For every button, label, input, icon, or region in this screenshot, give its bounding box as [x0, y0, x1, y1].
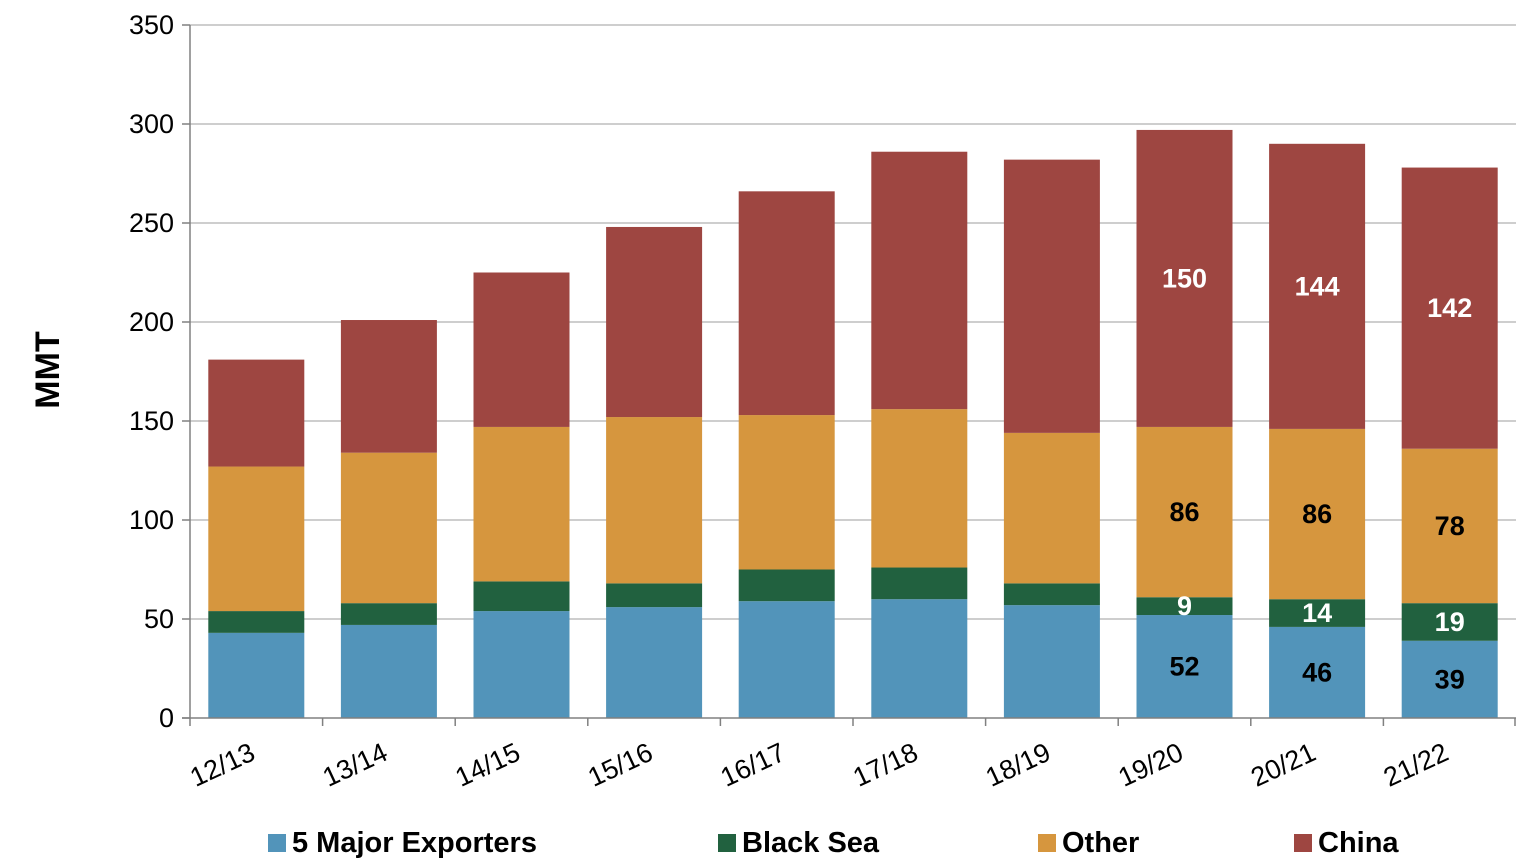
legend-swatch [268, 834, 286, 852]
data-label: 46 [1302, 657, 1332, 687]
legend-swatch [718, 834, 736, 852]
data-label: 150 [1162, 263, 1207, 293]
bar-segment [1136, 597, 1233, 616]
x-axis-ticks: 12/13 13/14 14/15 15/16 16/17 17/18 18/19 19/20… [186, 718, 1516, 793]
bar-segment [738, 569, 835, 602]
data-label: 78 [1435, 511, 1465, 541]
bar-segment [1136, 426, 1233, 598]
bar-segment [1003, 432, 1100, 584]
bar-segment [1136, 129, 1233, 427]
x-tick-label: 14/15 [451, 737, 525, 793]
bars [208, 129, 1498, 718]
data-label: 144 [1295, 271, 1340, 301]
bar-segment [1401, 167, 1498, 449]
legend-label: 5 Major Exporters [292, 827, 537, 859]
bar-segment [1269, 143, 1366, 429]
bar-segment [1269, 626, 1366, 718]
y-tick-label: 100 [129, 505, 174, 535]
bar-segment [473, 426, 570, 582]
y-tick-label: 50 [144, 604, 174, 634]
x-tick-label: 15/16 [583, 737, 657, 793]
axes [182, 25, 1516, 719]
bar-segment [340, 624, 437, 718]
bar-segment [208, 632, 305, 718]
y-tick-label: 350 [129, 10, 174, 40]
bar-segment [738, 415, 835, 570]
x-tick-label: 20/21 [1246, 737, 1320, 793]
bar-segment [606, 583, 703, 608]
legend-swatch [1294, 834, 1312, 852]
legend-label: China [1318, 827, 1399, 859]
legend-swatch [1038, 834, 1056, 852]
data-label: 86 [1169, 497, 1199, 527]
bar-segment [606, 607, 703, 718]
bar-segment [1401, 603, 1498, 641]
legend-label: Other [1062, 827, 1139, 859]
bar-segment [473, 272, 570, 427]
bar-segment [340, 320, 437, 453]
x-tick-label: 16/17 [716, 737, 790, 793]
data-label: 9 [1177, 591, 1192, 621]
bar-segment [208, 611, 305, 633]
data-label: 86 [1302, 499, 1332, 529]
data-label: 142 [1427, 293, 1472, 323]
legend-item: Black Sea [718, 827, 880, 859]
bar-segment [1269, 428, 1366, 600]
y-tick-label: 200 [129, 307, 174, 337]
bar-segment [473, 581, 570, 612]
bar-segment [1401, 640, 1498, 718]
x-tick-label: 21/22 [1379, 737, 1453, 793]
bar-segment [208, 466, 305, 612]
bar-segment [871, 599, 968, 718]
bar-segment [340, 452, 437, 604]
y-tick-label: 300 [129, 109, 174, 139]
bar-segment [738, 191, 835, 416]
bar-segment [606, 226, 703, 418]
legend-item: Other [1038, 827, 1139, 859]
bar-segment [1003, 605, 1100, 718]
data-label: 39 [1435, 664, 1465, 694]
bar-segment [1003, 583, 1100, 606]
data-label: 52 [1169, 652, 1199, 682]
data-label: 19 [1435, 607, 1465, 637]
x-tick-label: 18/19 [981, 737, 1055, 793]
bar-segment [1269, 599, 1366, 627]
y-tick-label: 250 [129, 208, 174, 238]
x-tick-label: 17/18 [849, 737, 923, 793]
data-labels: 52 9 86 150 46 14 86 144 39 19 78 142 [1162, 263, 1472, 694]
y-axis-ticks: 0 50 100 150 200 250 300 350 [129, 10, 190, 733]
bar-segment [340, 603, 437, 625]
legend-item: 5 Major Exporters [268, 827, 537, 859]
bar-segment [1003, 159, 1100, 433]
legend: 5 Major Exporters Black Sea Other China [268, 827, 1399, 859]
bar-segment [871, 151, 968, 410]
bar-segment [208, 359, 305, 467]
legend-item: China [1294, 827, 1399, 859]
data-label: 14 [1302, 598, 1332, 628]
x-tick-label: 19/20 [1114, 737, 1188, 793]
y-tick-label: 0 [159, 703, 174, 733]
bar-segment [473, 611, 570, 718]
bar-segment [738, 601, 835, 718]
bar-segment [1136, 615, 1233, 718]
bar-segment [606, 417, 703, 584]
bar-segment [871, 409, 968, 568]
x-tick-label: 13/14 [318, 737, 392, 793]
bar-segment [871, 567, 968, 600]
bar-segment [1401, 448, 1498, 604]
x-tick-label: 12/13 [186, 737, 260, 793]
legend-label: Black Sea [742, 827, 880, 859]
y-tick-label: 150 [129, 406, 174, 436]
y-axis-label: MMT [29, 331, 67, 409]
